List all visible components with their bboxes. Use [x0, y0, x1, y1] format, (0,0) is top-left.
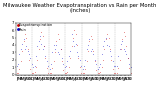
Legend: Evapotranspiration, Rain: Evapotranspiration, Rain — [16, 23, 53, 32]
Text: Milwaukee Weather Evapotranspiration vs Rain per Month (Inches): Milwaukee Weather Evapotranspiration vs … — [3, 3, 157, 13]
